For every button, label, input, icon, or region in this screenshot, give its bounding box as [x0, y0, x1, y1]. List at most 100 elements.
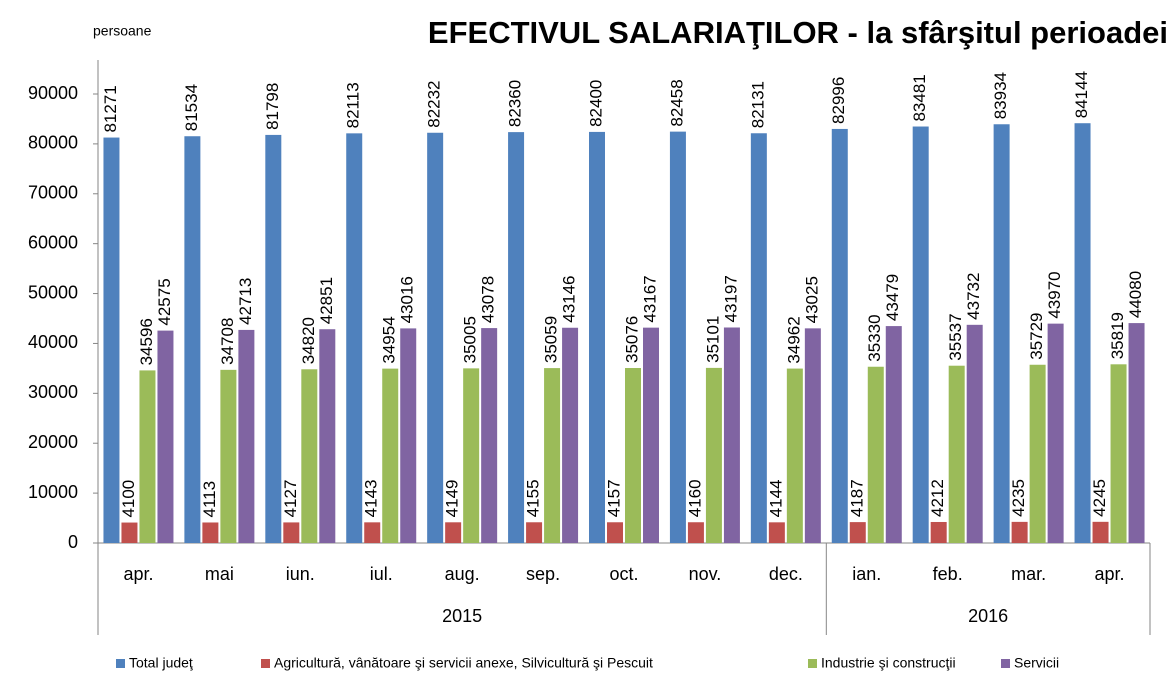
y-tick-label: 60000 — [28, 232, 78, 252]
value-label: 35076 — [622, 316, 641, 363]
bar — [930, 521, 947, 543]
value-label: 35101 — [703, 316, 722, 363]
bar — [849, 522, 866, 543]
value-label: 4160 — [685, 479, 704, 517]
value-label: 4100 — [119, 480, 138, 518]
y-tick-label: 0 — [68, 532, 78, 552]
bar — [139, 370, 156, 543]
bar — [1074, 123, 1091, 543]
value-label: 4155 — [524, 479, 543, 517]
y-tick-label: 30000 — [28, 382, 78, 402]
value-label: 82996 — [829, 77, 848, 124]
bar — [157, 330, 174, 543]
value-label: 81534 — [182, 84, 201, 131]
bar — [831, 128, 848, 543]
value-label: 43025 — [802, 276, 821, 323]
value-label: 4187 — [847, 479, 866, 517]
value-label: 34962 — [784, 316, 803, 363]
bar — [481, 328, 498, 543]
y-tick-label: 40000 — [28, 332, 78, 352]
legend-label: Agricultură, vânătoare şi servicii anexe… — [274, 655, 653, 671]
value-label: 82232 — [425, 80, 444, 127]
x-tick-label: mar. — [1011, 564, 1046, 584]
value-label: 4127 — [281, 480, 300, 518]
bar — [283, 522, 300, 543]
bar — [526, 522, 543, 543]
value-label: 82458 — [667, 79, 686, 126]
bar — [1047, 323, 1064, 543]
bar — [643, 327, 659, 543]
bar — [804, 328, 821, 543]
value-label: 42575 — [155, 278, 174, 325]
value-label: 83934 — [991, 72, 1010, 119]
bar — [427, 132, 444, 543]
value-label: 42851 — [317, 277, 336, 324]
legend-swatch — [116, 659, 125, 668]
value-label: 42713 — [236, 278, 255, 325]
value-label: 4245 — [1090, 479, 1109, 517]
bar — [993, 124, 1010, 543]
value-label: 43146 — [560, 275, 579, 322]
bar — [445, 522, 462, 543]
value-label: 81271 — [101, 85, 120, 132]
value-label: 43479 — [883, 274, 902, 321]
x-tick-label: nov. — [689, 564, 722, 584]
bar — [265, 134, 282, 543]
y-axis-label: persoane — [93, 23, 152, 39]
value-label: 35537 — [946, 313, 965, 360]
bar — [589, 131, 605, 543]
bar — [687, 522, 704, 543]
x-tick-label: feb. — [933, 564, 963, 584]
value-label: 35330 — [865, 314, 884, 361]
value-label: 4144 — [766, 479, 785, 517]
bar — [562, 327, 579, 543]
bar — [1029, 364, 1046, 543]
value-label: 34708 — [218, 318, 237, 365]
bar — [400, 328, 417, 543]
value-label: 43016 — [398, 276, 417, 323]
x-tick-label: sep. — [526, 564, 560, 584]
x-tick-label: apr. — [1095, 564, 1125, 584]
value-label: 43167 — [640, 275, 659, 322]
bar — [184, 136, 201, 543]
bar — [1110, 364, 1127, 543]
value-label: 4157 — [604, 479, 623, 517]
value-label: 34596 — [137, 318, 156, 365]
bar — [121, 522, 138, 543]
value-label: 43732 — [964, 273, 983, 320]
x-tick-label: iul. — [370, 564, 393, 584]
legend-swatch — [1001, 659, 1010, 668]
chart-title: EFECTIVUL SALARIAŢILOR - la sfârşitul pe… — [428, 15, 1168, 50]
bar — [1011, 521, 1028, 543]
group-label: 2015 — [442, 606, 482, 626]
y-tick-label: 20000 — [28, 432, 78, 452]
group-label: 2016 — [968, 606, 1008, 626]
value-label: 4113 — [200, 481, 219, 518]
x-tick-label: oct. — [609, 564, 638, 584]
bar — [786, 368, 803, 543]
bar — [625, 368, 641, 543]
bar — [966, 324, 983, 543]
y-tick-label: 50000 — [28, 282, 78, 302]
value-label: 81798 — [263, 83, 282, 130]
value-label: 43197 — [721, 275, 740, 322]
value-label: 35819 — [1108, 312, 1127, 359]
bar — [103, 137, 120, 543]
bar — [948, 365, 965, 543]
bar — [669, 131, 686, 543]
value-label: 35729 — [1027, 312, 1046, 359]
value-label: 43970 — [1045, 271, 1064, 318]
y-tick-label: 70000 — [28, 183, 78, 203]
value-label: 34820 — [299, 317, 318, 364]
bar — [768, 522, 785, 543]
bar — [301, 369, 318, 543]
y-tick-label: 80000 — [28, 133, 78, 153]
bar — [382, 368, 399, 543]
bar — [508, 132, 525, 543]
value-label: 82131 — [748, 81, 767, 128]
bar — [1092, 521, 1109, 543]
bar — [885, 326, 902, 543]
value-label: 44080 — [1126, 271, 1145, 318]
legend-swatch — [261, 659, 270, 668]
